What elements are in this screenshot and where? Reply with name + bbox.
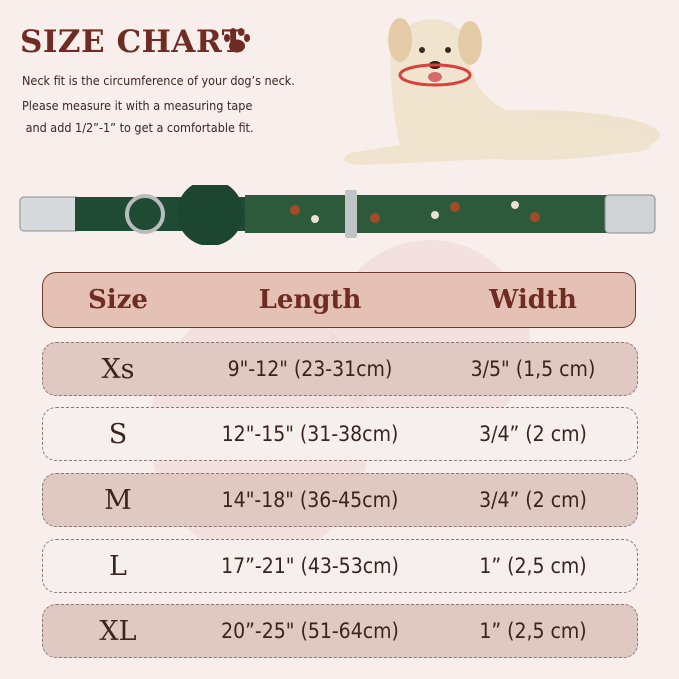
width-cell: 1” (2,5 cm) [479, 619, 587, 643]
length-cell: 14"-18" (36-45cm) [221, 488, 399, 512]
size-cell: Xs [101, 353, 135, 385]
width-cell: 3/5" (1,5 cm) [470, 357, 596, 381]
header-length: Length [258, 285, 362, 315]
size-cell: XL [99, 615, 137, 647]
collar-illustration [19, 185, 656, 245]
table-row: M 14"-18" (36-45cm) 3/4” (2 cm) [42, 473, 638, 527]
table-row: Xs 9"-12" (23-31cm) 3/5" (1,5 cm) [42, 342, 638, 396]
width-cell: 3/4” (2 cm) [479, 422, 587, 446]
table-row: L 17”-21" (43-53cm) 1” (2,5 cm) [42, 539, 638, 593]
length-cell: 9"-12" (23-31cm) [227, 357, 393, 381]
length-cell: 20”-25" (51-64cm) [221, 619, 399, 643]
header-size: Size [88, 285, 148, 315]
paw-icon [224, 28, 250, 53]
length-cell: 17”-21" (43-53cm) [221, 554, 399, 578]
size-cell: S [108, 418, 128, 450]
description-line: and add 1/2”-1” to get a comfortable fit… [22, 120, 254, 135]
description-line: Please measure it with a measuring tape [22, 98, 253, 113]
size-cell: M [104, 484, 132, 516]
dog-illustration [344, 18, 660, 166]
size-cell: L [109, 550, 127, 582]
width-cell: 3/4” (2 cm) [479, 488, 587, 512]
length-cell: 12"-15" (31-38cm) [221, 422, 399, 446]
page-title: SIZE CHART [20, 24, 246, 60]
description-line: Neck fit is the circumference of your do… [22, 73, 295, 88]
table-row: S 12"-15" (31-38cm) 3/4” (2 cm) [42, 407, 638, 461]
table-row: XL 20”-25" (51-64cm) 1” (2,5 cm) [42, 604, 638, 658]
table-header: Size Length Width [42, 272, 636, 328]
header-width: Width [489, 285, 577, 315]
width-cell: 1” (2,5 cm) [479, 554, 587, 578]
